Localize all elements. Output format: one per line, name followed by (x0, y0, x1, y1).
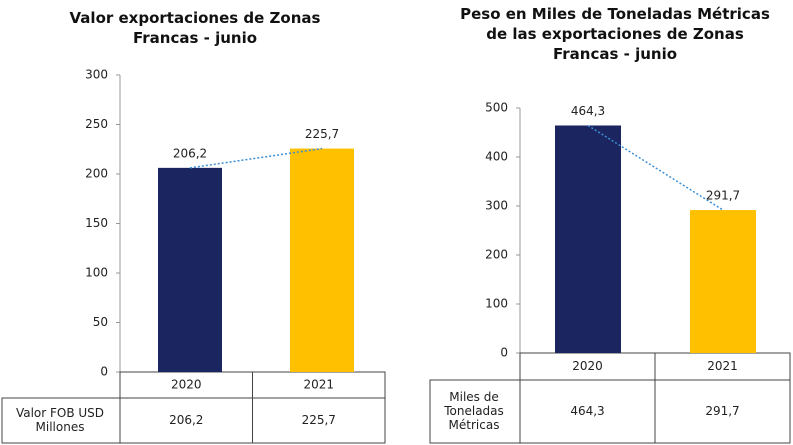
y-tick-label: 150 (85, 216, 108, 230)
y-tick-label: 0 (500, 346, 508, 360)
y-tick-label: 300 (85, 68, 108, 82)
table-row-label: Valor FOB USD Millones (15, 406, 105, 434)
table-border (1, 397, 121, 444)
bar (290, 148, 354, 372)
bar (555, 125, 621, 353)
data-label: 464,3 (571, 104, 605, 118)
table-cell: 206,2 (169, 413, 203, 427)
table-row-label: Miles de Toneladas Métricas (444, 390, 504, 432)
y-tick-label: 300 (485, 199, 508, 213)
y-tick-label: 0 (100, 365, 108, 379)
y-tick-label: 100 (485, 297, 508, 311)
y-tick-label: 250 (85, 117, 108, 131)
x-tick-label: 2020 (171, 378, 202, 392)
chart-title: Valor exportaciones de Zonas Francas - j… (69, 9, 321, 47)
data-label: 291,7 (706, 189, 740, 203)
data-label: 206,2 (173, 146, 207, 160)
bar (158, 167, 222, 372)
y-tick-label: 100 (85, 266, 108, 280)
x-tick-label: 2020 (572, 359, 603, 373)
y-tick-label: 400 (485, 150, 508, 164)
x-tick-label: 2021 (303, 378, 334, 392)
x-tick-label: 2021 (707, 359, 738, 373)
trendline (587, 124, 724, 211)
table-cell: 464,3 (570, 404, 604, 418)
data-label: 225,7 (305, 127, 339, 141)
y-tick-label: 500 (485, 101, 508, 115)
y-tick-label: 200 (85, 167, 108, 181)
bar (690, 210, 756, 353)
table-cell: 225,7 (302, 413, 336, 427)
y-tick-label: 50 (93, 315, 108, 329)
chart-title: Peso en Miles de Toneladas Métricas de l… (460, 5, 770, 63)
table-cell: 291,7 (705, 404, 739, 418)
table-border (429, 379, 521, 444)
y-tick-label: 200 (485, 248, 508, 262)
